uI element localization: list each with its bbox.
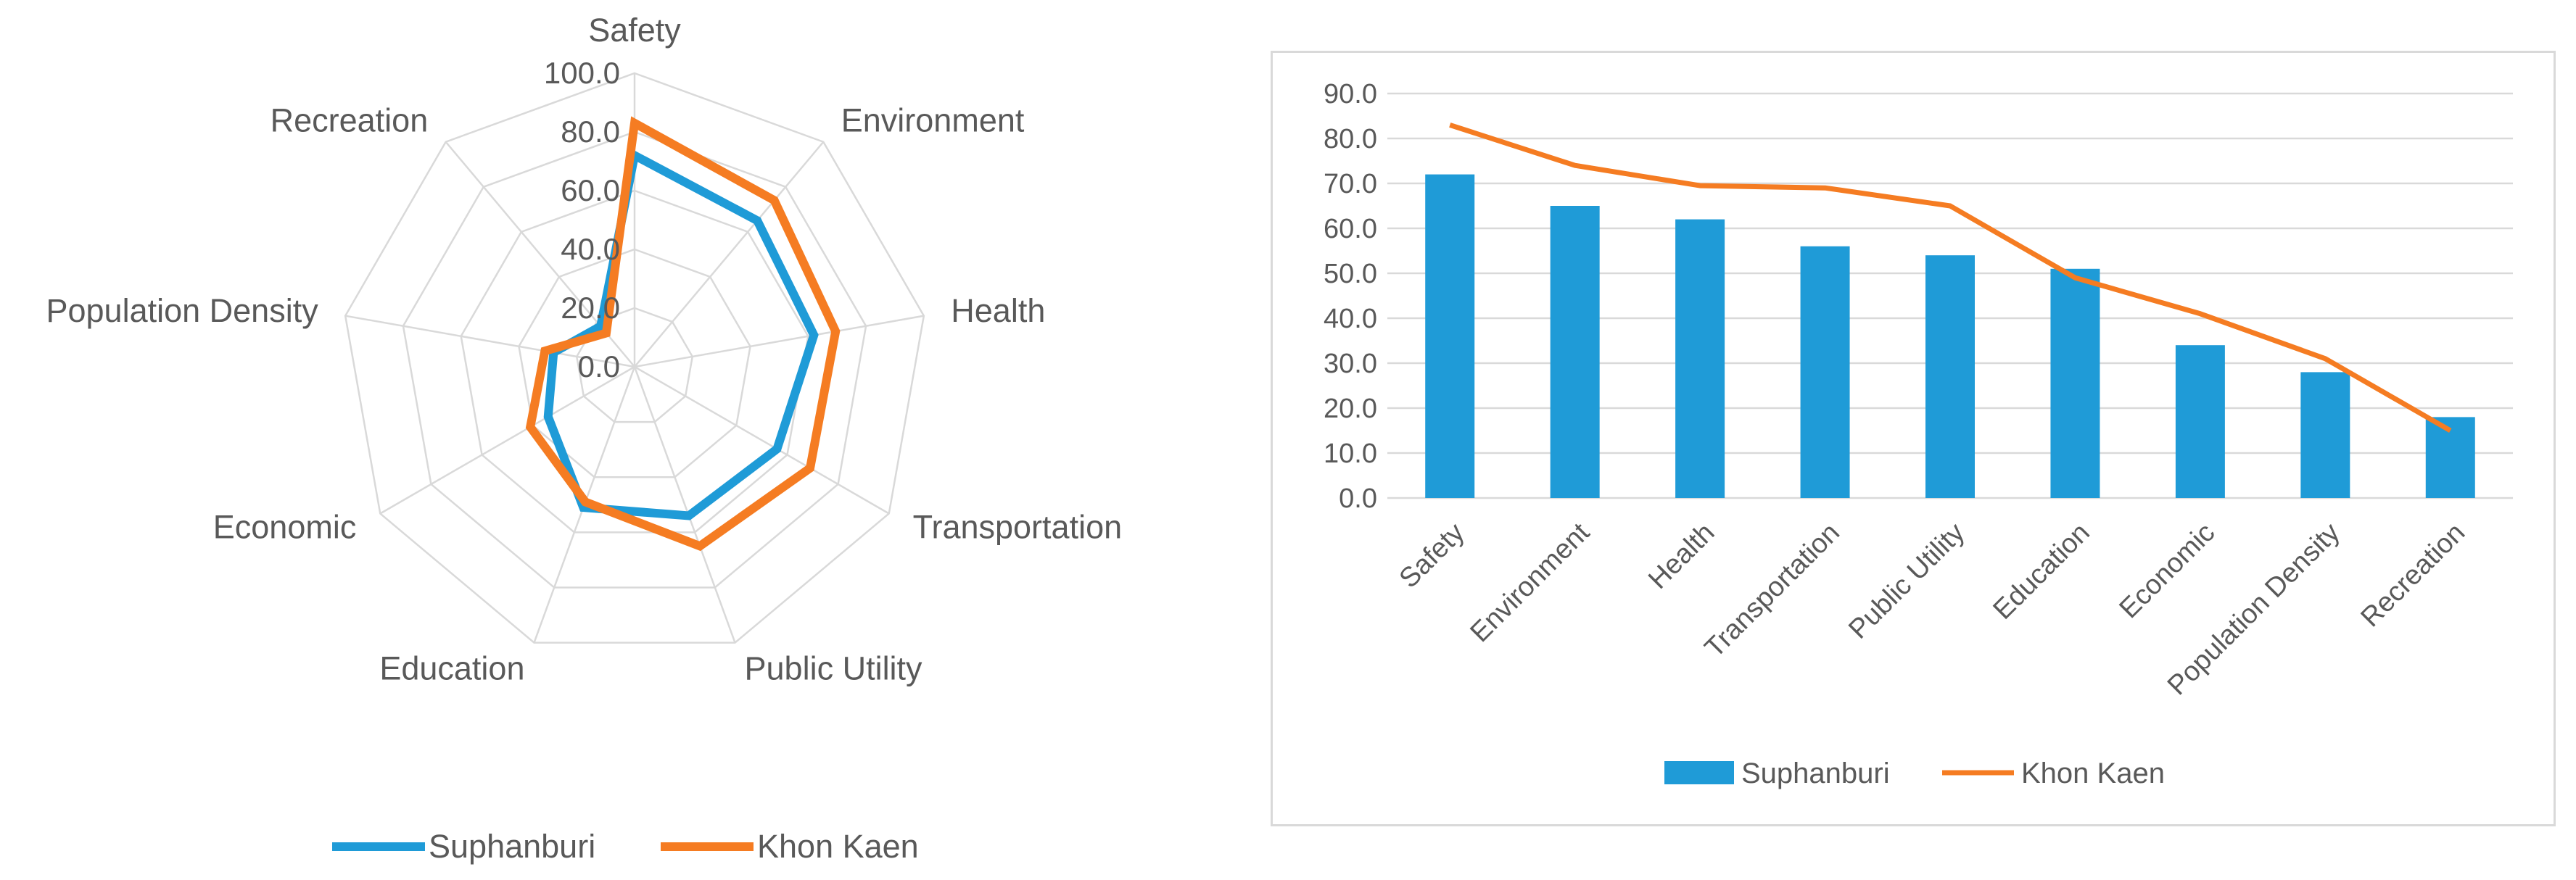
radar-spoke xyxy=(379,365,635,515)
radar-series-khon-kaen xyxy=(525,116,841,552)
bar-safety xyxy=(1425,174,1475,498)
bar-environment xyxy=(1550,206,1600,498)
radar-spoke xyxy=(633,366,736,644)
radar-category-label: Public Utility xyxy=(745,649,923,686)
bar-x-tick-label: Safety xyxy=(1394,518,1471,594)
bar-y-tick-label: 0.0 xyxy=(1339,483,1377,514)
bar-x-tick-label: Environment xyxy=(1464,517,1595,648)
radar-grid-ring xyxy=(402,130,867,589)
bar-chart-panel: 0.0 10.0 20.0 30.0 40.0 50.0 60.0 70.0 80.0 90.0 S… xyxy=(1271,51,2556,826)
radar-grid-ring xyxy=(460,189,809,534)
radar-tick-label: 40.0 xyxy=(561,232,620,266)
bar-education xyxy=(2050,268,2100,498)
bar-y-tick-label: 70.0 xyxy=(1324,169,1377,199)
bar-y-tick-label: 30.0 xyxy=(1324,349,1377,379)
bar-y-tick-label: 90.0 xyxy=(1324,79,1377,109)
radar-category-label: Environment xyxy=(841,102,1025,139)
bar-x-tick-label: Health xyxy=(1643,518,1720,595)
radar-spoke xyxy=(634,315,925,368)
bar-transportation xyxy=(1800,246,1850,498)
bar-x-tick-label: Economic xyxy=(2114,518,2221,625)
legend-label-khon-kaen: Khon Kaen xyxy=(757,828,919,865)
radar-spoke xyxy=(344,315,635,368)
radar-chart: 0.0 20.0 40.0 60.0 80.0 100.0 Safety Environmen… xyxy=(46,12,1122,865)
bar-economic xyxy=(2175,345,2225,498)
legend-label-suphanburi: Suphanburi xyxy=(429,828,595,865)
radar-grid-ring xyxy=(344,72,925,644)
radar-category-label: Education xyxy=(379,649,524,686)
bar-health xyxy=(1675,219,1725,498)
bar-chart: 0.0 10.0 20.0 30.0 40.0 50.0 60.0 70.0 80.0 90.0 S… xyxy=(1324,79,2513,789)
radar-category-label: Population Density xyxy=(46,292,318,329)
radar-grid-ring xyxy=(518,248,751,478)
radar-category-label: Health xyxy=(951,292,1045,329)
bar-y-tick-label: 10.0 xyxy=(1324,439,1377,469)
legend-swatch-suphanburi xyxy=(1664,761,1734,784)
bar-y-tick-label: 50.0 xyxy=(1324,259,1377,289)
radar-tick-label: 80.0 xyxy=(561,115,620,149)
radar-tick-label: 20.0 xyxy=(561,291,620,325)
bar-y-tick-label: 60.0 xyxy=(1324,214,1377,244)
legend-label-suphanburi: Suphanburi xyxy=(1741,757,1890,789)
bar-public-utility xyxy=(1925,255,1975,498)
bar-y-tick-label: 40.0 xyxy=(1324,304,1377,334)
radar-category-label: Safety xyxy=(588,12,681,49)
bar-x-tick-label: Education xyxy=(1988,518,2096,626)
bar-population-density xyxy=(2300,372,2350,498)
bar-y-tick-label: 80.0 xyxy=(1324,124,1377,154)
radar-spoke xyxy=(634,141,825,368)
bar-x-tick-label: Recreation xyxy=(2356,518,2472,634)
radar-category-label: Economic xyxy=(213,509,357,546)
radar-tick-label: 100.0 xyxy=(544,56,620,90)
radar-tick-label: 0.0 xyxy=(578,349,620,383)
radar-category-label: Recreation xyxy=(271,102,429,139)
line-series-khon-kaen xyxy=(1449,123,2452,433)
radar-tick-label: 60.0 xyxy=(561,173,620,207)
radar-spoke xyxy=(634,365,890,515)
bar-x-tick-label: Public Utility xyxy=(1843,518,1970,645)
bar-y-tick-label: 20.0 xyxy=(1324,394,1377,424)
radar-category-label: Transportation xyxy=(913,509,1122,546)
legend-label-khon-kaen: Khon Kaen xyxy=(2021,757,2165,789)
bar-x-tick-label: Transportation xyxy=(1699,518,1846,664)
